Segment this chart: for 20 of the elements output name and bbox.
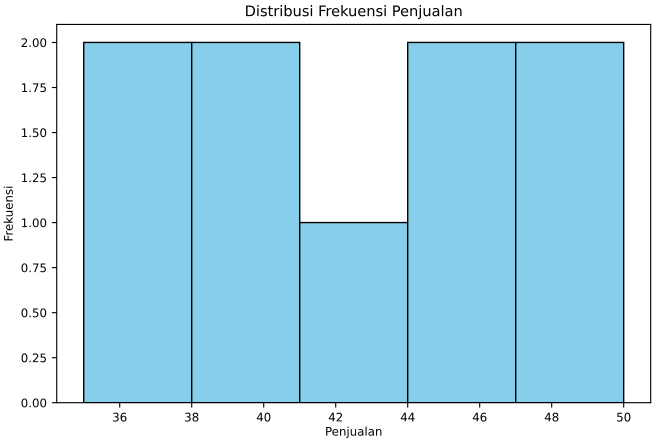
- y-tick-label: 0.00: [21, 398, 46, 408]
- chart-title: Distribusi Frekuensi Penjualan: [246, 5, 462, 20]
- x-axis-title: Penjualan: [326, 426, 382, 438]
- x-tick-label: 42: [328, 412, 342, 422]
- y-axis-title: Frekuensi: [4, 186, 13, 240]
- x-tick-label: 36: [113, 412, 126, 422]
- y-tick-label: 1.00: [22, 218, 46, 228]
- x-tick-label: 44: [400, 412, 415, 422]
- y-tick-label: 0.50: [21, 308, 46, 318]
- y-tick-label: 1.75: [22, 83, 46, 92]
- x-tick-label: 50: [617, 412, 630, 422]
- y-tick-label: 1.50: [22, 128, 46, 138]
- y-tick-label: 1.25: [22, 173, 46, 182]
- y-tick-label: 0.25: [21, 353, 46, 362]
- x-tick-label: 48: [544, 412, 558, 422]
- x-tick-label: 38: [185, 412, 198, 422]
- y-tick-label: 0.75: [21, 263, 46, 272]
- x-tick-label: 46: [472, 412, 486, 422]
- y-tick-label: 2.00: [22, 38, 46, 48]
- x-tick-label: 40: [256, 412, 270, 422]
